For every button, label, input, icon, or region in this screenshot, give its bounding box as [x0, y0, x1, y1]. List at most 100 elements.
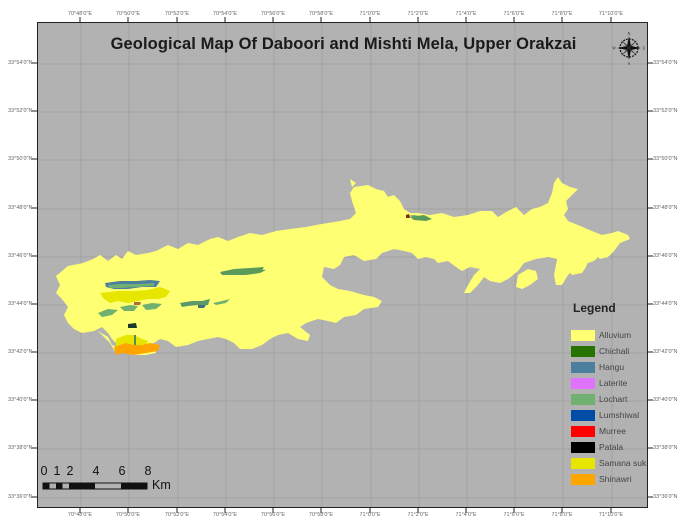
legend-label: Samana suk — [599, 458, 647, 468]
lon-label: 70°58'0"E — [308, 11, 334, 17]
legend: Legend Alluvium Chichali Hangu Laterite … — [570, 301, 647, 487]
lochart-patch — [213, 299, 230, 305]
lat-label: 33°38'0"N — [653, 445, 678, 451]
scale-label: 0 — [40, 464, 48, 478]
svg-text:E: E — [643, 46, 646, 51]
lon-label: 71°8'0"E — [551, 512, 573, 518]
legend-label: Lumshiwal — [599, 410, 640, 420]
lon-label: 71°10'0"E — [598, 512, 624, 518]
alluvium-polygon — [56, 177, 630, 355]
lat-label: 33°42'0"N — [8, 349, 33, 355]
lochart-patch — [120, 305, 138, 311]
scale-bar: 0 1 2 4 6 8 Km — [40, 464, 171, 492]
legend-swatch — [571, 425, 595, 437]
legend-swatch — [571, 473, 595, 485]
map-frame[interactable]: Geological Map Of Daboori and Mishti Mel… — [37, 22, 648, 508]
lon-label: 70°54'0"E — [212, 11, 238, 17]
legend-label: Laterite — [599, 378, 628, 388]
legend-swatch — [571, 409, 595, 421]
lon-label: 70°54'0"E — [212, 512, 238, 518]
legend-item-lochart: Lochart — [570, 391, 647, 407]
lat-label: 33°42'0"N — [653, 349, 678, 355]
lon-label: 71°4'0"E — [455, 512, 477, 518]
legend-item-alluvium: Alluvium — [570, 327, 647, 343]
lat-label: 33°40'0"N — [8, 397, 33, 403]
hangu-patch — [198, 305, 206, 308]
lat-label: 33°54'0"N — [653, 60, 678, 66]
lon-label: 71°0'0"E — [359, 512, 381, 518]
svg-text:W: W — [612, 46, 616, 51]
lat-label: 33°44'0"N — [8, 301, 33, 307]
lat-label: 33°38'0"N — [8, 445, 33, 451]
legend-item-hangu: Hangu — [570, 359, 647, 375]
north-arrow: N S W E — [612, 31, 646, 70]
patala-patch — [128, 323, 137, 328]
legend-label: Murree — [599, 426, 626, 436]
formation-patches — [98, 214, 432, 355]
legend-label: Patala — [599, 442, 624, 452]
lat-label: 33°48'0"N — [653, 205, 678, 211]
svg-text:N: N — [628, 31, 631, 36]
scale-label: 4 — [92, 464, 100, 478]
lon-label: 70°48'0"E — [67, 512, 93, 518]
lon-label: 71°6'0"E — [503, 11, 525, 17]
lochart-patch — [246, 269, 266, 273]
compass-rose-icon: N S W E — [612, 31, 646, 66]
legend-item-shinawri: Shinawri — [570, 471, 647, 487]
lon-label: 71°2'0"E — [407, 512, 429, 518]
lat-label: 33°50'0"N — [8, 156, 33, 162]
lon-label: 71°10'0"E — [598, 11, 624, 17]
lon-label: 70°52'0"E — [164, 11, 190, 17]
lochart-patch — [108, 283, 154, 288]
scale-label: 6 — [118, 464, 126, 478]
scale-label: 1 — [53, 464, 61, 478]
lon-label: 71°2'0"E — [407, 11, 429, 17]
lat-label: 33°36'0"N — [8, 494, 33, 500]
lat-label: 33°52'0"N — [8, 108, 33, 114]
legend-item-samana-suk: Samana suk — [570, 455, 647, 471]
lon-label: 70°56'0"E — [260, 512, 286, 518]
legend-label: Hangu — [599, 362, 625, 372]
lon-label: 70°48'0"E — [67, 11, 93, 17]
scale-bar-segments — [42, 482, 148, 490]
shinawri-patch — [114, 343, 160, 355]
lochart-patch — [410, 215, 432, 221]
legend-swatch — [571, 361, 595, 373]
lon-label: 71°0'0"E — [359, 11, 381, 17]
lat-label: 33°36'0"N — [653, 494, 678, 500]
svg-text:S: S — [628, 61, 630, 65]
lon-label: 70°58'0"E — [308, 512, 334, 518]
lochart-patch — [134, 335, 136, 345]
legend-item-murree: Murree — [570, 423, 647, 439]
scale-label: 8 — [144, 464, 152, 478]
legend-label: Lochart — [599, 394, 628, 404]
legend-item-chichali: Chichali — [570, 343, 647, 359]
legend-swatch — [571, 441, 595, 453]
lat-label: 33°50'0"N — [653, 156, 678, 162]
lat-label: 33°48'0"N — [8, 205, 33, 211]
lon-label: 71°6'0"E — [503, 512, 525, 518]
legend-swatch — [571, 393, 595, 405]
murree-patch — [406, 214, 410, 218]
lat-label: 33°46'0"N — [8, 253, 33, 259]
legend-item-laterite: Laterite — [570, 375, 647, 391]
murree-patch — [134, 302, 141, 305]
lon-label: 71°8'0"E — [551, 11, 573, 17]
lat-label: 33°54'0"N — [8, 60, 33, 66]
legend-item-patala: Patala — [570, 439, 647, 455]
lon-label: 70°56'0"E — [260, 11, 286, 17]
legend-label: Chichali — [599, 346, 630, 356]
legend-swatch — [571, 377, 595, 389]
lochart-patch — [220, 267, 264, 275]
legend-title: Legend — [573, 301, 616, 315]
scale-bar-labels: 0 1 2 4 6 8 — [40, 464, 160, 478]
map-canvas — [38, 23, 647, 507]
lon-label: 70°50'0"E — [115, 512, 141, 518]
lat-label: 33°46'0"N — [653, 253, 678, 259]
legend-swatch — [571, 345, 595, 357]
lon-label: 70°52'0"E — [164, 512, 190, 518]
lon-label: 71°4'0"E — [455, 11, 477, 17]
lat-label: 33°52'0"N — [653, 108, 678, 114]
scale-unit: Km — [152, 478, 171, 492]
